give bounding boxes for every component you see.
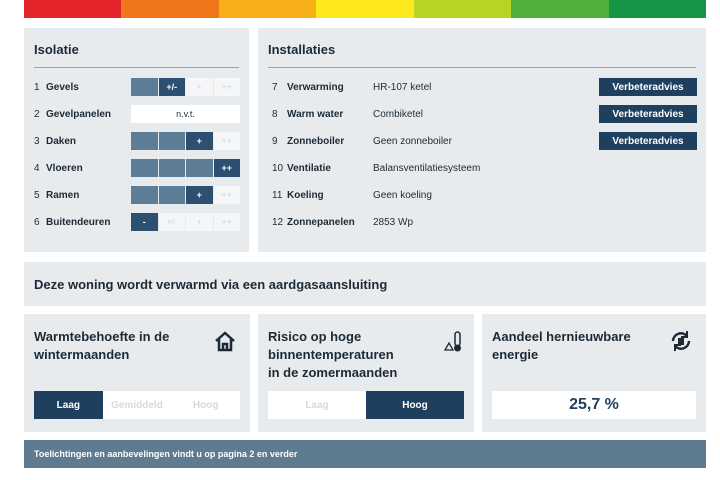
banner: Deze woning wordt verwarmd via een aardg… (24, 262, 706, 306)
rating-cell (131, 186, 158, 204)
row-number: 1 (34, 82, 40, 93)
row-number: 2 (34, 109, 40, 120)
rating-cell: ++ (213, 78, 240, 96)
card-title: Aandeel hernieuwbare energie (492, 329, 631, 362)
rating-cell (131, 78, 158, 96)
row-number: 8 (272, 109, 278, 120)
rating-cell (158, 159, 185, 177)
row-value: Geen zonneboiler (373, 136, 452, 147)
card-title: Warmtebehoefte in de wintermaanden (34, 329, 170, 362)
rating-cell (158, 132, 185, 150)
rating-cell: +/- (158, 213, 185, 231)
house-icon (215, 331, 235, 352)
row-number: 10 (272, 163, 284, 174)
level-option: Gemiddeld (102, 391, 172, 419)
rating-cell-active: +/- (158, 78, 185, 96)
row-number: 7 (272, 82, 278, 93)
row-label: Zonneboiler (287, 136, 345, 147)
installaties-panel: Installaties 7 Verwarming HR-107 ketel Verb… (258, 28, 706, 252)
row-label: Ramen (46, 190, 80, 201)
panel-title: Installaties (268, 42, 336, 57)
rating-cell-active: ++ (213, 159, 240, 177)
row-number: 3 (34, 136, 40, 147)
renewable-icon (671, 331, 691, 351)
row-label: Buitendeuren (46, 217, 111, 228)
panel-title: Isolatie (34, 42, 79, 57)
row-number: 6 (34, 217, 40, 228)
divider (34, 67, 239, 68)
row-label: Vloeren (46, 163, 83, 174)
footer-bar: Toelichtingen en aanbevelingen vindt u o… (24, 440, 706, 468)
row-label: Zonnepanelen (287, 217, 355, 228)
row-label: Warm water (287, 109, 344, 120)
rating-cell: ++ (213, 213, 240, 231)
card: Aandeel hernieuwbare energie 25,7 % (482, 314, 706, 432)
rating-cell-active: + (186, 132, 213, 150)
thermometer-icon (444, 331, 461, 352)
row-label: Ventilatie (287, 163, 331, 174)
row-number: 9 (272, 136, 278, 147)
rating-cell: + (186, 78, 213, 96)
rating-cell-active: - (131, 213, 158, 231)
rating-cell: + (186, 213, 213, 231)
row-number: 5 (34, 190, 40, 201)
card: Risico op hoge binnentemperaturen in de … (258, 314, 474, 432)
row-number: 11 (272, 190, 283, 201)
rating-cell: ++ (213, 132, 240, 150)
rating-cell (158, 186, 185, 204)
footer-text: Toelichtingen en aanbevelingen vindt u o… (34, 449, 298, 459)
row-value: Combiketel (373, 109, 424, 120)
advice-button[interactable]: Verbeteradvies (599, 105, 697, 123)
share-value: 25,7 % (492, 391, 696, 419)
card: Warmtebehoefte in de wintermaanden Laag Ge… (24, 314, 250, 432)
level-option: Laag (34, 391, 103, 419)
card-title: Risico op hoge binnentemperaturen in de … (268, 329, 398, 380)
divider (268, 67, 696, 68)
level-option: Hoog (171, 391, 240, 419)
row-value: Geen koeling (373, 190, 432, 201)
row-value: Balansventilatiesysteem (373, 163, 481, 174)
rating-cell: ++ (213, 186, 240, 204)
rating-cell (131, 159, 158, 177)
row-number: 4 (34, 163, 40, 174)
row-value: 2853 Wp (373, 217, 414, 228)
banner-text: Deze woning wordt verwarmd via een aardg… (34, 277, 388, 292)
rating-cell-active: + (186, 186, 213, 204)
isolatie-panel: Isolatie 1 Gevels +/- + ++ 2 Gevelpanelen n.v.t… (24, 28, 249, 252)
label-color-bar (24, 0, 706, 18)
advice-button[interactable]: Verbeteradvies (599, 132, 697, 150)
row-label: Verwarming (287, 82, 344, 93)
row-label: Gevels (46, 82, 79, 93)
row-label: Gevelpanelen (46, 109, 112, 120)
row-label: Koeling (287, 190, 324, 201)
row-value: HR-107 ketel (373, 82, 432, 93)
row-label: Daken (46, 136, 77, 147)
rating-cell: n.v.t. (131, 105, 240, 123)
rating-cell (131, 132, 158, 150)
level-option: Laag (268, 391, 366, 419)
row-number: 12 (272, 217, 284, 228)
level-option: Hoog (366, 391, 464, 419)
advice-button[interactable]: Verbeteradvies (599, 78, 697, 96)
rating-cell (186, 159, 213, 177)
